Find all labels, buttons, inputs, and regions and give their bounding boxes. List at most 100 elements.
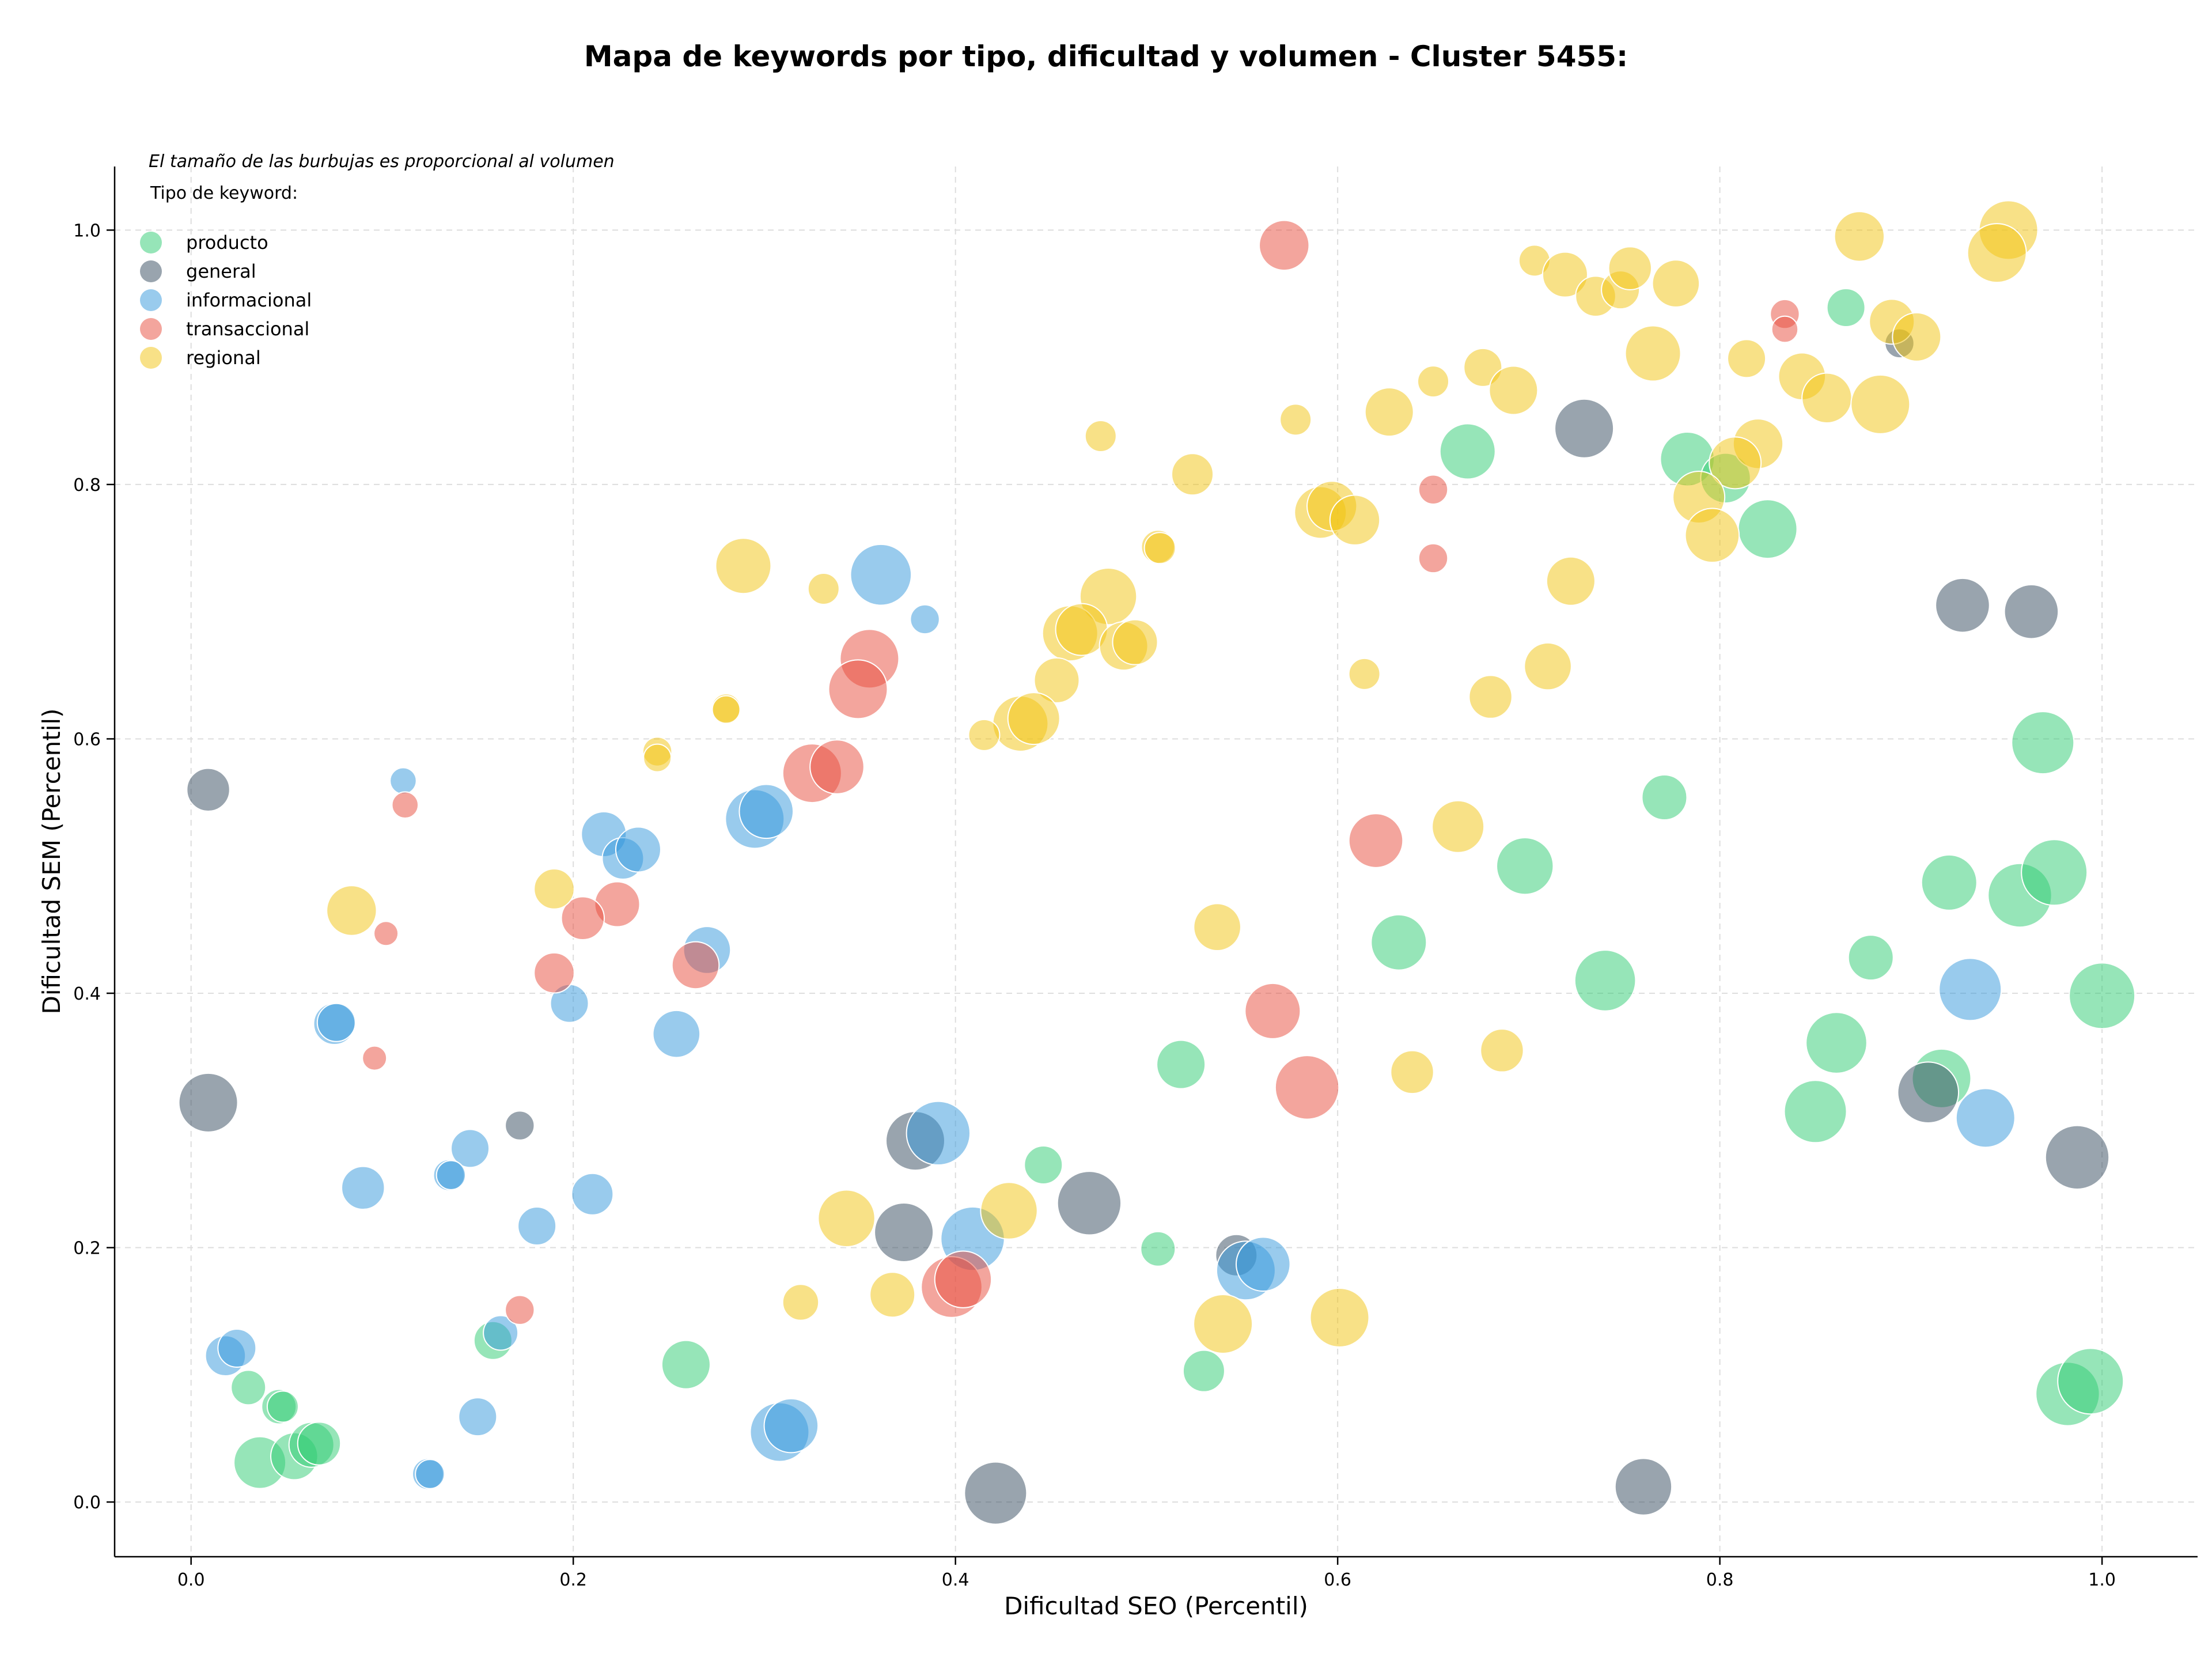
legend-marker (140, 289, 162, 311)
legend-item-producto: producto (140, 232, 268, 253)
legend-item-regional: regional (140, 347, 261, 369)
bubble-informacional (850, 543, 912, 606)
bubble-informacional (571, 1172, 614, 1216)
bubble-general (505, 1110, 535, 1141)
bubble-regional (643, 743, 672, 773)
bubble-regional (1608, 246, 1652, 290)
chart-title: Mapa de keywords por tipo, dificultad y … (584, 40, 1628, 73)
bubble-transaccional (828, 659, 888, 720)
bubble-informacional (738, 784, 794, 839)
x-tick-label: 0.0 (177, 1570, 205, 1590)
x-tick-label: 1.0 (2088, 1570, 2116, 1590)
x-tick-label: 0.6 (1324, 1570, 1351, 1590)
series-regional (326, 200, 2039, 1354)
bubble-regional (1850, 374, 1911, 434)
bubble-general (1554, 398, 1615, 459)
bubble-informacional (906, 1100, 971, 1166)
bubble-general (874, 1202, 934, 1263)
bubble-regional (1684, 508, 1740, 563)
bubble-transaccional (373, 921, 399, 947)
bubble-transaccional (1418, 474, 1449, 505)
bubble-producto (1439, 423, 1496, 480)
bubble-general (2003, 584, 2059, 640)
bubble-regional (1541, 251, 1588, 298)
legend-title: Tipo de keyword: (150, 183, 298, 203)
bubble-regional (1329, 494, 1381, 546)
x-axis-label: Dificultad SEO (Percentil) (1004, 1592, 1308, 1620)
bubble-producto (1641, 774, 1688, 821)
bubble-regional (1546, 556, 1596, 606)
legend-marker (140, 347, 162, 369)
bubble-regional (1033, 657, 1080, 703)
y-tick-label: 0.4 (73, 984, 101, 1004)
legend-label: informacional (186, 289, 312, 311)
bubble-informacional (763, 1398, 819, 1454)
legend-item-informacional: informacional (140, 289, 312, 311)
bubble-producto (1737, 499, 1798, 559)
bubble-producto (1156, 1039, 1206, 1089)
bubble-producto (266, 1390, 299, 1423)
x-tick-label: 0.2 (559, 1570, 587, 1590)
bubble-regional (1279, 403, 1312, 436)
bubble-regional (1801, 372, 1853, 423)
series-general (178, 328, 2110, 1525)
bubble-informacional (435, 1160, 467, 1190)
bubble-regional (1193, 903, 1241, 951)
legend-label: regional (186, 347, 261, 369)
bubble-transaccional (809, 739, 865, 794)
legend-label: producto (186, 232, 268, 253)
bubble-transaccional (1418, 543, 1449, 574)
bubble-producto (1024, 1145, 1063, 1185)
bubble-general (1056, 1171, 1122, 1236)
bubble-producto (1140, 1231, 1176, 1267)
bubble-regional (1480, 1028, 1524, 1073)
x-ticks: 0.0 0.2 0.4 0.6 0.8 1.0 (177, 1557, 2116, 1590)
bubble-regional (1112, 619, 1158, 665)
bubble-producto (1182, 1349, 1225, 1393)
bubble-transaccional (1348, 813, 1404, 868)
bubble-regional (326, 885, 377, 936)
bubble-regional (1390, 1050, 1434, 1095)
bubble-informacional (217, 1328, 257, 1368)
bubble-general (1614, 1458, 1673, 1516)
bubble-informacional (450, 1129, 490, 1168)
bubble-regional (968, 718, 1001, 751)
bubble-regional (869, 1272, 916, 1318)
bubble-regional (1193, 1293, 1253, 1354)
bubble-transaccional (362, 1045, 388, 1071)
legend-item-general: general (140, 260, 256, 282)
legend-item-transaccional: transaccional (140, 318, 309, 340)
bubble-regional (1709, 436, 1762, 490)
bubble-regional (1727, 339, 1767, 379)
bubble-regional (1143, 532, 1176, 565)
bubble-producto (2011, 711, 2075, 775)
bubble-transaccional (1259, 220, 1310, 271)
bubble-informacional (615, 826, 661, 873)
bubble-transaccional (1244, 982, 1301, 1039)
y-ticks: 0.0 0.2 0.4 0.6 0.8 1.0 (73, 221, 115, 1513)
bubble-producto (1826, 288, 1866, 328)
y-tick-label: 0.2 (73, 1239, 101, 1259)
bubble-informacional (1938, 958, 2002, 1021)
bubble-informacional (1955, 1088, 2016, 1148)
x-tick-label: 0.4 (942, 1570, 969, 1590)
legend: El tamaño de las burbujas es proporciona… (140, 152, 615, 369)
bubble-transaccional (934, 1250, 993, 1308)
bubble-producto (297, 1421, 342, 1466)
bubble-regional (1892, 312, 1942, 362)
bubble-regional (980, 1182, 1038, 1240)
bubble-regional (1834, 211, 1885, 262)
bubble-regional (782, 1284, 820, 1321)
y-tick-label: 1.0 (73, 221, 101, 241)
y-tick-label: 0.6 (73, 729, 101, 750)
bubble-producto (2057, 1348, 2124, 1415)
bubble-producto (1496, 837, 1554, 895)
bubble-regional (1084, 420, 1117, 453)
bubble-regional (1652, 259, 1700, 308)
bubble-regional (1364, 387, 1414, 437)
bubbles (178, 200, 2136, 1525)
legend-marker (140, 318, 162, 340)
bubble-regional (711, 695, 741, 724)
bubble-producto (2069, 962, 2136, 1030)
bubble-informacional (341, 1166, 385, 1210)
